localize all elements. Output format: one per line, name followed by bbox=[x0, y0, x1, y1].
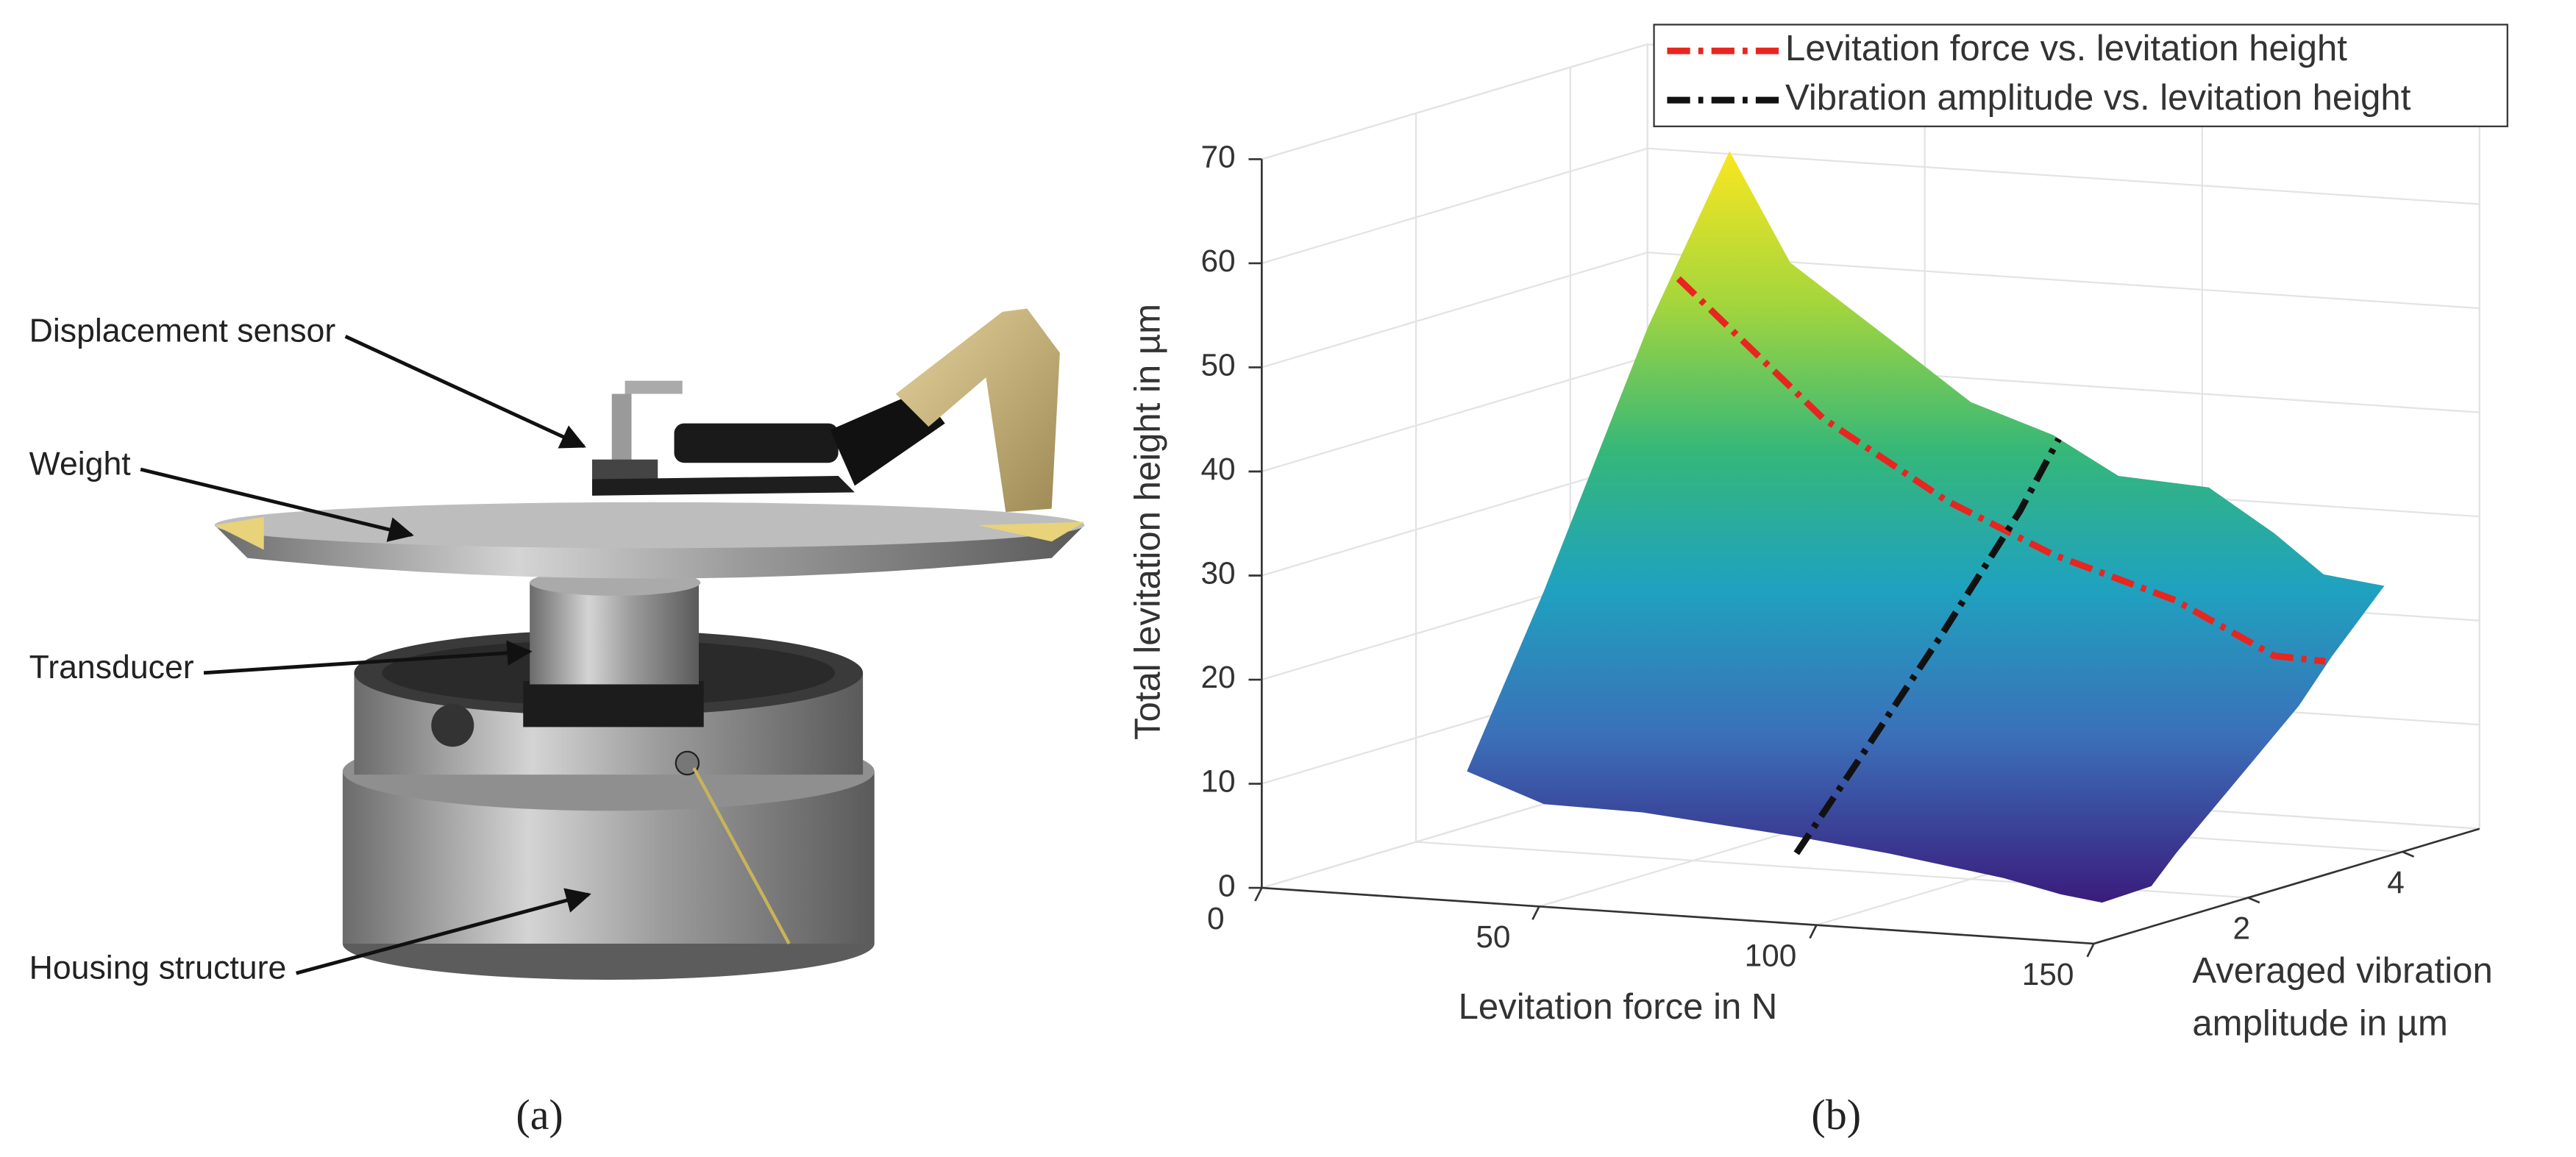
x-tick-label: 50 bbox=[1476, 919, 1510, 954]
tick-mark bbox=[1531, 905, 1540, 920]
label-arrow bbox=[140, 467, 414, 542]
y-tick-label: 2 bbox=[2233, 911, 2251, 945]
series-line bbox=[1676, 276, 2326, 665]
photo-label: Transducer bbox=[29, 649, 194, 686]
box-edge bbox=[1261, 43, 1648, 160]
z-axis-label: Total levitation height in µm bbox=[1128, 304, 1168, 740]
label-arrow bbox=[344, 335, 586, 449]
grid-line bbox=[1261, 147, 1648, 265]
y-axis-label: Averaged vibration bbox=[2192, 951, 2492, 991]
grid-line bbox=[1647, 147, 2480, 205]
caption-a: (a) bbox=[516, 1091, 563, 1139]
x-axis bbox=[1262, 886, 2094, 945]
y-axis-label: amplitude in µm bbox=[2192, 1003, 2447, 1043]
device-photo bbox=[214, 308, 1085, 980]
tick-mark bbox=[1254, 887, 1263, 902]
legend-label: Vibration amplitude vs. levitation heigh… bbox=[1785, 78, 2411, 118]
x-tick-label: 150 bbox=[2022, 957, 2074, 992]
z-tick-label: 10 bbox=[1200, 764, 1235, 799]
label-arrow bbox=[296, 888, 591, 975]
photo-label: Weight bbox=[29, 446, 132, 482]
tick-mark bbox=[2086, 943, 2095, 958]
grid-line bbox=[1261, 460, 1648, 577]
legend-label: Levitation force vs. levitation height bbox=[1785, 29, 2347, 68]
x-tick-label: 100 bbox=[1745, 938, 1797, 972]
axes: 0 10 20 30 40 50 60 70 0 50 100 150 2 4 bbox=[1200, 140, 2480, 992]
x-axis-label: Levitation force in N bbox=[1459, 987, 1778, 1027]
z-tick-label: 60 bbox=[1200, 243, 1235, 278]
label-arrow bbox=[203, 640, 533, 675]
z-tick-label: 50 bbox=[1200, 348, 1235, 382]
z-tick-label: 0 bbox=[1218, 868, 1236, 903]
photo-label: Housing structure bbox=[29, 950, 287, 986]
surface bbox=[1467, 151, 2385, 903]
y-axis bbox=[2093, 827, 2480, 945]
z-tick-label: 40 bbox=[1200, 452, 1235, 486]
grid-line bbox=[1261, 355, 1648, 473]
z-tick-label: 70 bbox=[1200, 140, 1235, 174]
tick-mark bbox=[2402, 850, 2415, 858]
grid-line bbox=[1261, 252, 1648, 369]
caption-b: (b) bbox=[1811, 1091, 1861, 1139]
tick-mark bbox=[1809, 925, 1818, 939]
tick-mark bbox=[2247, 897, 2260, 904]
lines bbox=[1676, 276, 2326, 855]
z-tick-label: 20 bbox=[1200, 660, 1235, 694]
legend-box bbox=[1653, 24, 2508, 127]
photo-labels: Displacement sensor Weight Transducer Housi… bbox=[29, 313, 591, 986]
photo-label: Displacement sensor bbox=[29, 313, 336, 349]
chart: 0 10 20 30 40 50 60 70 0 50 100 150 2 4 Levitation fo… bbox=[1200, 24, 2508, 992]
z-tick-label: 30 bbox=[1200, 556, 1235, 591]
y-tick-label: 4 bbox=[2387, 865, 2405, 900]
x-tick-label: 0 bbox=[1207, 901, 1225, 936]
legend: Levitation force vs. levitation height Vi… bbox=[1653, 24, 2508, 127]
